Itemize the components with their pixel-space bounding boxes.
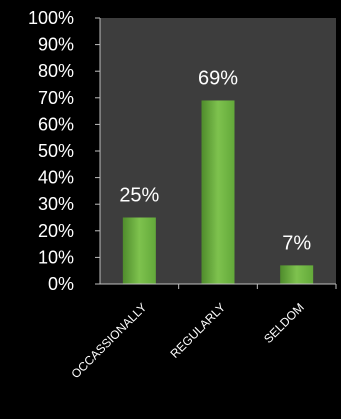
x-category-label: REGULARLY bbox=[167, 300, 228, 361]
y-axis: 0% 10% 20% 30% 40% 50% 60% 70% 80% 90% 100% bbox=[28, 8, 100, 294]
data-label-regularly: 69% bbox=[198, 67, 238, 89]
bar-regularly bbox=[202, 100, 235, 284]
y-tick-label: 80% bbox=[38, 61, 74, 81]
data-label-occassionally: 25% bbox=[119, 185, 159, 207]
x-axis: OCCASSIONALLY REGULARLY SELDOM bbox=[69, 284, 336, 381]
y-tick-label: 10% bbox=[38, 247, 74, 267]
y-tick-label: 0% bbox=[48, 274, 74, 294]
x-category-label: OCCASSIONALLY bbox=[69, 300, 150, 381]
data-label-seldom: 7% bbox=[282, 232, 311, 254]
y-tick-label: 100% bbox=[28, 8, 74, 28]
x-category-label: SELDOM bbox=[261, 300, 307, 346]
y-tick-label: 20% bbox=[38, 221, 74, 241]
y-tick-label: 90% bbox=[38, 35, 74, 55]
y-tick-label: 50% bbox=[38, 141, 74, 161]
y-tick-label: 30% bbox=[38, 194, 74, 214]
bar-occassionally bbox=[123, 218, 156, 285]
y-tick-label: 70% bbox=[38, 88, 74, 108]
bar-seldom bbox=[280, 265, 313, 284]
y-tick-label: 40% bbox=[38, 168, 74, 188]
y-tick-label: 60% bbox=[38, 114, 74, 134]
